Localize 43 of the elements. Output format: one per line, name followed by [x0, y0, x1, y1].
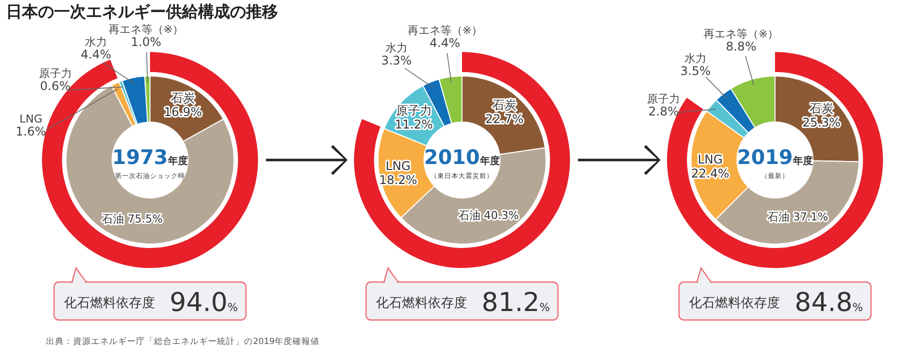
slice-label: LNG [19, 112, 42, 126]
slice-label: 原子力 [38, 66, 72, 80]
slice-label: 再エネ等（※） [704, 28, 779, 41]
slice-label: 化石燃料依存度 [64, 295, 155, 311]
slice-label: 水力 [385, 42, 408, 55]
slice-label: 石油 75.5% [102, 212, 163, 226]
data-label: 4.4% [430, 36, 460, 50]
data-label: 1.6% [16, 124, 46, 138]
data-label: 94.0% [170, 288, 238, 318]
slice-label: 石炭 [809, 102, 834, 116]
data-label: 25.3% [802, 116, 840, 130]
data-label: 16.9% [164, 104, 202, 119]
slice-label: 水力 [85, 35, 108, 48]
data-label: 81.2% [482, 288, 550, 318]
data-label: 18.2% [379, 173, 418, 188]
data-label: 3.5% [680, 64, 711, 78]
slice-label: 水力 [684, 52, 707, 65]
data-label: 22.7% [485, 112, 524, 126]
slice-label: 原子力 [396, 103, 432, 118]
data-label: 11.2% [394, 117, 433, 132]
text: 2019年度 [737, 145, 813, 169]
slice-label: 石炭 [492, 98, 516, 112]
data-label: 2.8% [648, 104, 679, 118]
data-label: 0.6% [40, 78, 71, 93]
slice-label: 化石燃料依存度 [689, 295, 780, 311]
slice-label: LNG [698, 152, 723, 166]
slice-label: LNG [386, 159, 411, 174]
data-label: 1.0% [130, 35, 162, 50]
slice-label: 再エネ等（※） [108, 23, 184, 36]
slice-label: 石油 40.3% [458, 208, 519, 222]
data-label: 84.8% [794, 288, 863, 318]
slice-label: 再エネ等（※） [407, 24, 483, 38]
slice-label: 原子力 [647, 92, 680, 106]
source-note: 出典：資源エネルギー庁「総合エネルギー統計」の2019年度確報値 [46, 336, 320, 347]
slice-label: 化石燃料依存度 [376, 295, 467, 311]
data-label: 3.3% [381, 54, 412, 68]
text: 日本の一次エネルギー供給構成の推移 [6, 2, 278, 21]
text: 1973年度 [112, 145, 188, 169]
text: 2010年度 [424, 145, 500, 169]
data-label: 8.8% [726, 40, 756, 54]
data-label: 4.4% [80, 47, 112, 62]
slice-label: 石炭 [170, 90, 195, 105]
slice-label: 石油 37.1% [768, 210, 828, 224]
